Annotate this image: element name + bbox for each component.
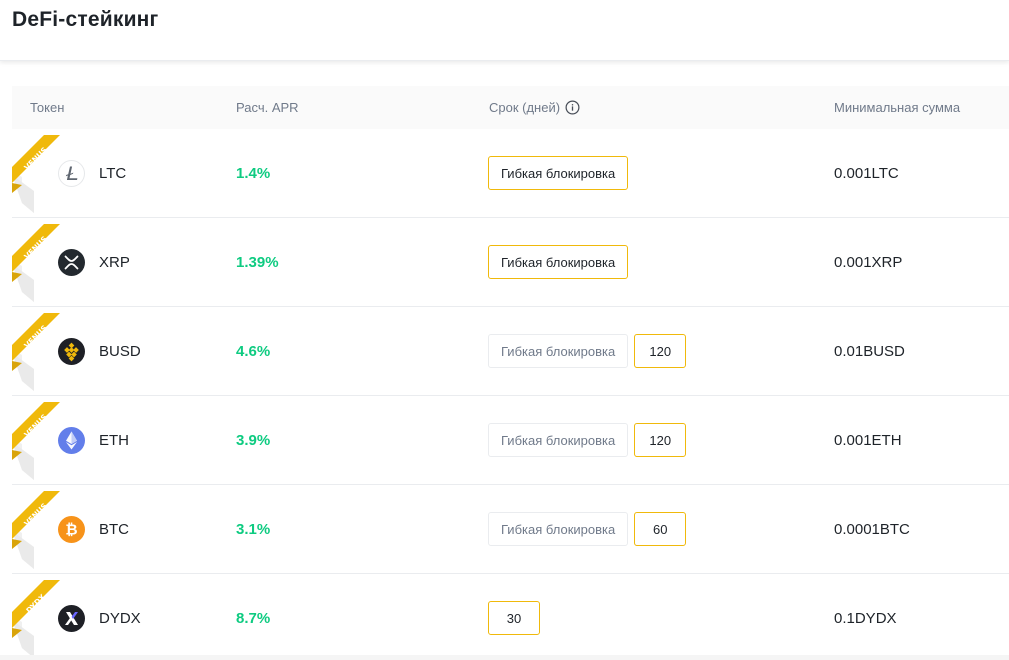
flexible-lock-button[interactable]: Гибкая блокировка	[488, 512, 629, 546]
staking-table: Токен Расч. APR Срок (дней) Минимальная …	[12, 86, 1009, 660]
xrp-icon	[58, 249, 85, 276]
flexible-lock-button[interactable]: Гибкая блокировка	[488, 156, 629, 190]
table-row[interactable]: VENUS ₿ BTC 3.1% Гибкая блокировка 60 0.0001BT…	[12, 485, 1009, 574]
ribbon-badge: VENUS	[12, 313, 60, 391]
bitcoin-icon: ₿	[58, 516, 85, 543]
term-options: Гибкая блокировка	[488, 156, 629, 190]
column-header-term-label: Срок (дней)	[489, 100, 561, 115]
table-body: VENUS LTC 1.4% Гибкая блокировка 0.001LTC VEN…	[12, 129, 1009, 660]
divider	[0, 655, 1009, 660]
page-title: DeFi-стейкинг	[12, 8, 159, 31]
column-header-term: Срок (дней)	[489, 100, 580, 115]
apr-value: 4.6%	[236, 343, 271, 360]
term-options: Гибкая блокировка 120	[488, 334, 687, 368]
ribbon-badge: VENUS	[12, 135, 60, 213]
table-header: Токен Расч. APR Срок (дней) Минимальная …	[12, 86, 1009, 129]
table-row[interactable]: VENUS LTC 1.4% Гибкая блокировка 0.001LTC	[12, 129, 1009, 218]
ribbon-badge: VENUS	[12, 402, 60, 480]
token-symbol: LTC	[99, 165, 127, 182]
duration-120-button[interactable]: 120	[634, 334, 687, 368]
term-options: 30	[488, 601, 540, 635]
apr-value: 3.1%	[236, 521, 271, 538]
term-options: Гибкая блокировка 120	[488, 423, 687, 457]
min-amount: 0.01BUSD	[834, 343, 905, 360]
apr-value: 1.39%	[236, 254, 279, 271]
token-symbol: ETH	[99, 432, 129, 449]
column-header-apr: Расч. APR	[236, 100, 299, 115]
dydx-icon	[58, 605, 85, 632]
litecoin-icon	[58, 160, 85, 187]
ribbon-badge: VENUS	[12, 224, 60, 302]
apr-value: 1.4%	[236, 165, 271, 182]
duration-60-button[interactable]: 60	[634, 512, 687, 546]
ribbon-badge: VENUS	[12, 491, 60, 569]
svg-text:₿: ₿	[65, 522, 77, 539]
term-options: Гибкая блокировка 60	[488, 512, 687, 546]
min-amount: 0.1DYDX	[834, 610, 897, 627]
flexible-lock-button[interactable]: Гибкая блокировка	[488, 245, 629, 279]
token-symbol: BUSD	[99, 343, 141, 360]
apr-value: 8.7%	[236, 610, 271, 627]
min-amount: 0.001ETH	[834, 432, 902, 449]
page-header: DeFi-стейкинг	[0, 0, 1009, 61]
info-icon[interactable]	[565, 100, 580, 115]
token-symbol: DYDX	[99, 610, 141, 627]
min-amount: 0.001XRP	[834, 254, 903, 271]
table-row[interactable]: VENUS BUSD 4.6% Гибкая блокировка 120 0.01BUS…	[12, 307, 1009, 396]
min-amount: 0.001LTC	[834, 165, 899, 182]
token-symbol: BTC	[99, 521, 129, 538]
busd-icon	[58, 338, 85, 365]
token-symbol: XRP	[99, 254, 130, 271]
column-header-token: Токен	[30, 100, 65, 115]
term-options: Гибкая блокировка	[488, 245, 629, 279]
column-header-min-amount: Минимальная сумма	[834, 100, 961, 115]
table-row[interactable]: DYDX DYDX 8.7% 30 0.1DYDX	[12, 574, 1009, 660]
flexible-lock-button[interactable]: Гибкая блокировка	[488, 423, 629, 457]
flexible-lock-button[interactable]: Гибкая блокировка	[488, 334, 629, 368]
duration-120-button[interactable]: 120	[634, 423, 687, 457]
min-amount: 0.0001BTC	[834, 521, 910, 538]
table-row[interactable]: VENUS ETH 3.9% Гибкая блокировка 120 0.001ETH	[12, 396, 1009, 485]
duration-30-button[interactable]: 30	[488, 601, 540, 635]
ribbon-badge: DYDX	[12, 580, 60, 658]
ethereum-icon	[58, 427, 85, 454]
apr-value: 3.9%	[236, 432, 271, 449]
table-row[interactable]: VENUS XRP 1.39% Гибкая блокировка 0.001XRP	[12, 218, 1009, 307]
